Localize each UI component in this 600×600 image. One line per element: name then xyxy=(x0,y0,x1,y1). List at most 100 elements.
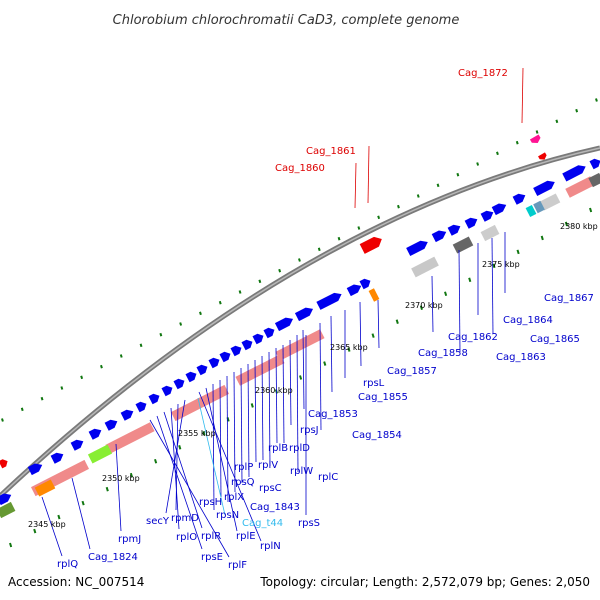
cds-forward xyxy=(447,224,461,236)
genome-backbone xyxy=(0,145,600,498)
cds-highlight xyxy=(359,236,382,254)
gene-label: rpsL xyxy=(363,378,385,389)
cds-highlight xyxy=(529,134,541,144)
feature-cyan xyxy=(525,204,537,218)
backbone-highlight xyxy=(0,147,600,497)
feature-lightgreen xyxy=(87,444,113,464)
outer-tick xyxy=(436,183,440,188)
leader-line xyxy=(115,443,122,532)
cds-forward xyxy=(562,165,586,182)
outer-tick xyxy=(397,204,400,209)
gene-label: rpsS xyxy=(298,518,320,529)
gene-label: Cag_t44 xyxy=(242,518,283,529)
feature-gray xyxy=(539,193,561,211)
scale-labels: 2345 kbp 2350 kbp 2355 kbp 2360 kbp 2365 kbp… xyxy=(28,222,598,529)
outer-tick xyxy=(377,215,381,220)
gene-label: rplR xyxy=(201,531,221,542)
outer-tick xyxy=(139,343,143,348)
outer-tick xyxy=(179,322,183,326)
leader-line xyxy=(41,496,63,557)
gene-label: Cag_1863 xyxy=(496,352,546,363)
gene-label: Cag_1858 xyxy=(418,348,468,359)
outer-tick xyxy=(80,375,84,380)
scale-label: 2360 kbp xyxy=(255,386,293,395)
rrna-segment xyxy=(565,176,595,198)
leader-line xyxy=(226,375,229,503)
gene-label: Cag_1857 xyxy=(387,366,437,377)
gene-label: Cag_1865 xyxy=(530,334,580,345)
feature-darkgray xyxy=(452,236,474,254)
outer-tick xyxy=(159,332,163,337)
cds-forward xyxy=(70,439,84,451)
cds-forward xyxy=(263,327,275,339)
outer-tick xyxy=(100,364,103,369)
inner-tick xyxy=(492,263,496,269)
gene-label: Cag_1855 xyxy=(358,392,408,403)
gene-label: Cag_1824 xyxy=(88,552,138,563)
cds-forward xyxy=(480,210,494,222)
outer-tick xyxy=(258,279,262,284)
rrna-segment xyxy=(170,384,230,422)
outer-tick xyxy=(476,162,480,166)
topology-text: Topology: circular; Length: 2,572,079 bp… xyxy=(260,575,590,589)
cds-forward xyxy=(464,217,478,229)
gene-label: rpsC xyxy=(259,483,282,494)
cds-forward xyxy=(135,401,147,413)
gene-label: Cag_1872 xyxy=(458,68,508,79)
leader-line xyxy=(521,67,524,124)
gene-label: rpsN xyxy=(216,510,239,521)
scale-label: 2380 kbp xyxy=(560,222,598,231)
inner-tick xyxy=(9,542,13,548)
gene-label: secY xyxy=(146,516,170,527)
leader-line xyxy=(156,415,203,550)
cds-forward xyxy=(252,333,264,345)
cds-forward xyxy=(208,357,220,369)
inner-tick xyxy=(105,486,109,492)
rrna-segment xyxy=(105,422,155,454)
gene-label: rplV xyxy=(258,460,278,471)
inner-tick xyxy=(178,445,182,450)
leader-line xyxy=(431,275,434,333)
feature-steelblue xyxy=(533,200,545,214)
gene-label: rplX xyxy=(224,492,244,503)
outer-tick xyxy=(238,290,242,294)
leader-line xyxy=(254,359,257,463)
outer-tick xyxy=(40,396,44,401)
inner-tick xyxy=(81,500,85,506)
inner-tick xyxy=(564,221,568,227)
map-title: Chlorobium chlorochromatii CaD3, complet… xyxy=(113,13,460,28)
leader-line xyxy=(71,477,91,550)
gene-label: rpsQ xyxy=(231,477,255,488)
cds-forward xyxy=(173,378,185,390)
leader-line xyxy=(296,334,299,473)
tick-marks xyxy=(1,98,598,548)
outer-tick xyxy=(317,247,321,252)
leader-line xyxy=(354,162,357,209)
feature-darkgreen xyxy=(0,501,16,519)
cds-forward xyxy=(294,307,314,322)
feature-gray xyxy=(480,224,500,242)
outer-tick xyxy=(555,119,559,124)
cds-forward xyxy=(120,409,134,421)
scale-label: 2365 kbp xyxy=(330,343,368,352)
leader-line xyxy=(302,329,305,410)
inner-tick xyxy=(154,458,158,464)
leader-line xyxy=(377,299,380,349)
outer-tick xyxy=(595,98,598,102)
cds-forward xyxy=(230,345,242,357)
outer-tick xyxy=(1,418,4,422)
inner-tick xyxy=(589,207,593,213)
leader-line xyxy=(219,379,222,498)
leader-line xyxy=(149,419,230,558)
inner-tick xyxy=(299,375,303,380)
cds-forward xyxy=(359,278,371,290)
gene-label: Cag_1843 xyxy=(250,502,300,513)
gene-label: rplB xyxy=(268,443,288,454)
outer-tick xyxy=(298,258,301,262)
cds-forward xyxy=(274,317,294,332)
outer-tick xyxy=(60,386,64,390)
feature-orange xyxy=(34,479,56,497)
inner-tick xyxy=(250,403,254,408)
leader-line xyxy=(165,399,186,514)
